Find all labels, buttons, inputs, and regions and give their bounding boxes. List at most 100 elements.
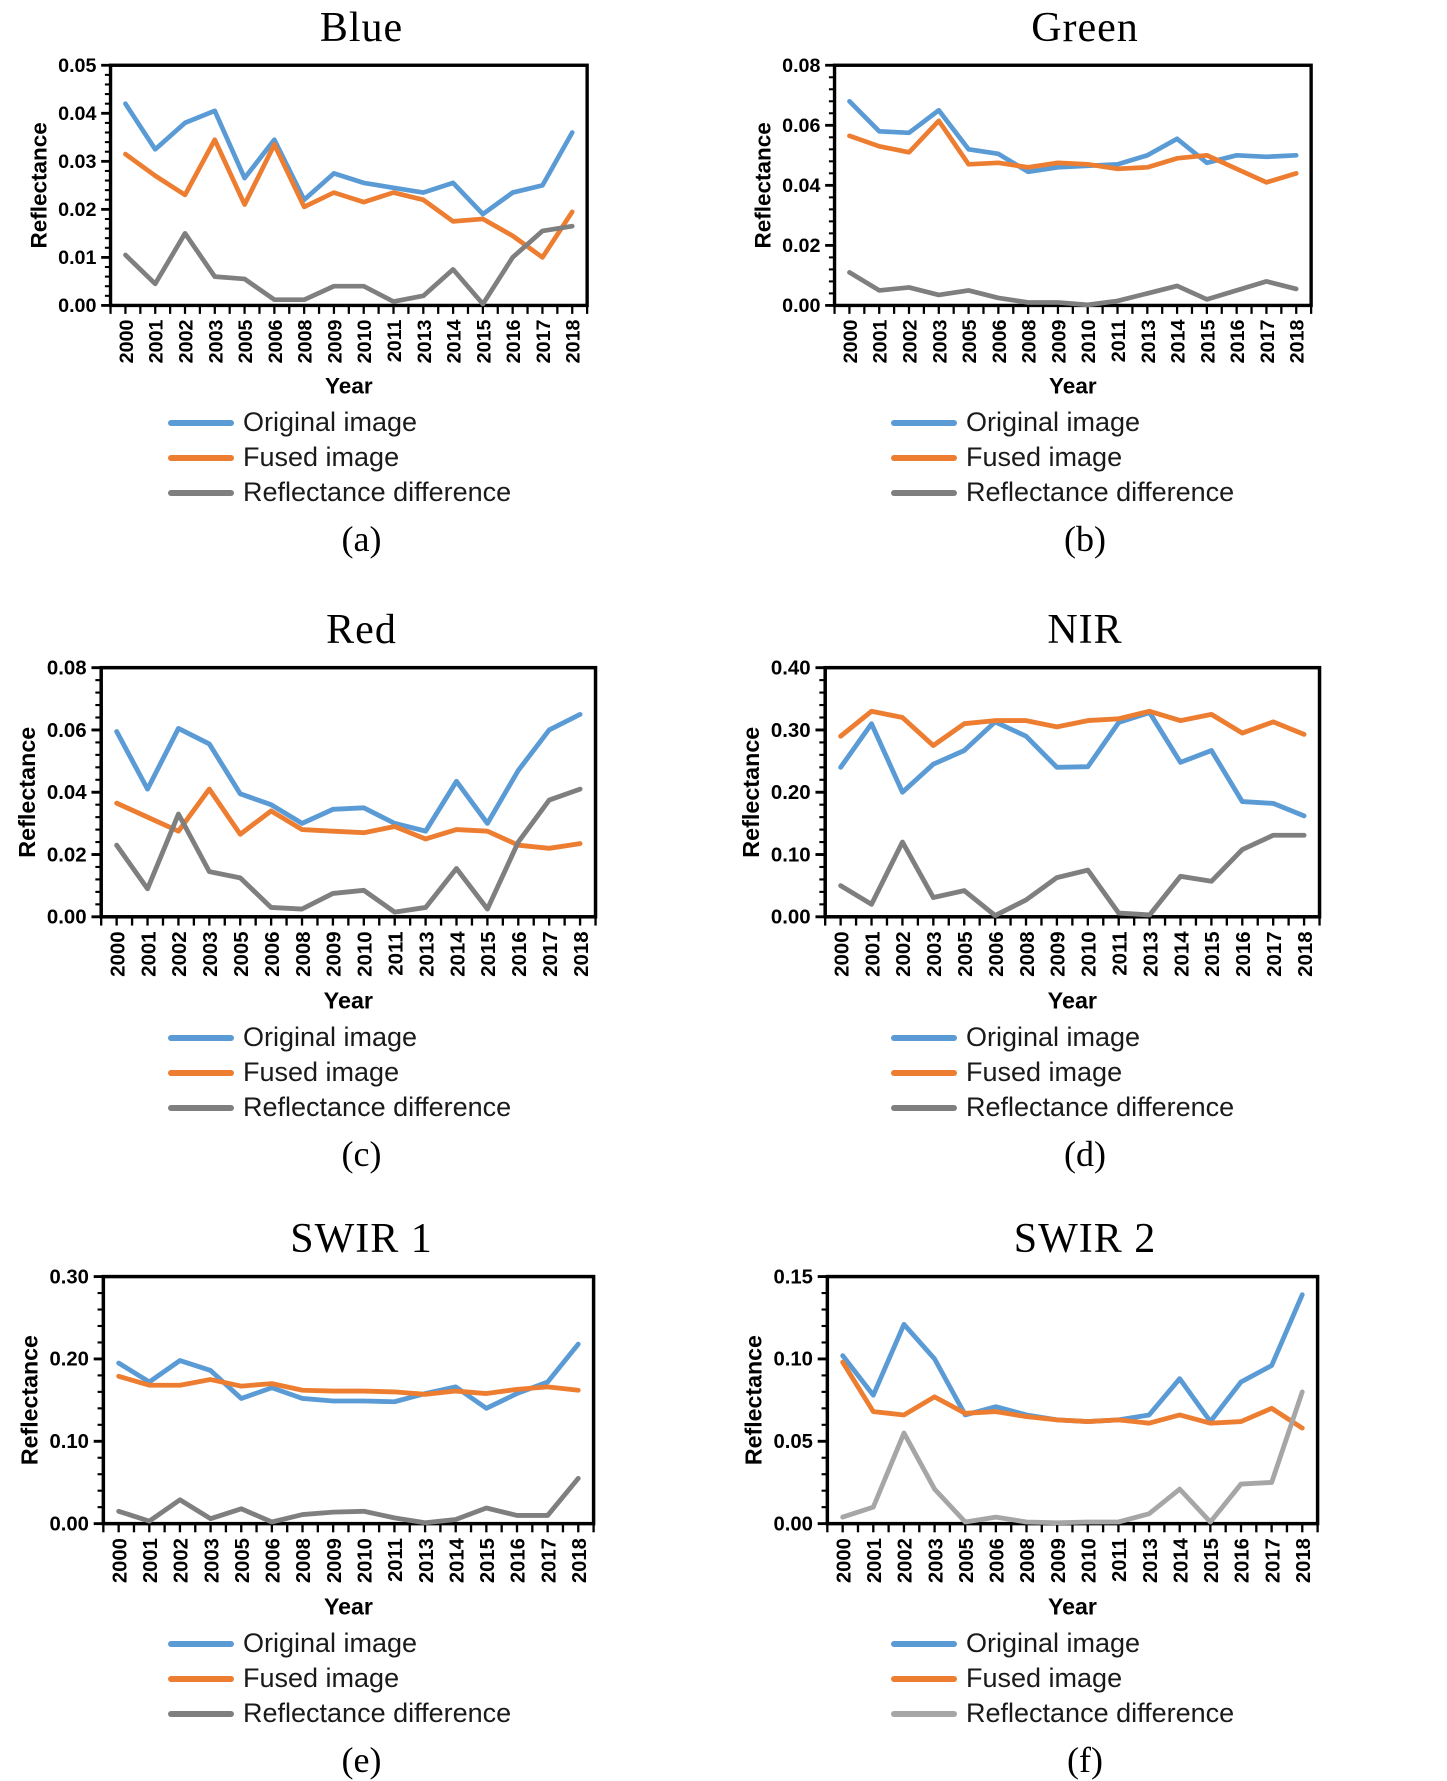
- original-line-swatch: [168, 419, 234, 426]
- x-tick-label: 2017: [1263, 931, 1285, 976]
- y-tick-label: 0.02: [58, 199, 96, 221]
- x-tick-label: 2003: [200, 931, 222, 976]
- original-line-swatch: [168, 1034, 234, 1041]
- legend-item-fused: Fused image: [168, 440, 511, 475]
- panel-green: Green 0.00 0.02 0.04 0.06 0.08 2000 2001 2002 20…: [723, 0, 1447, 560]
- x-tick-label: 2005: [959, 319, 981, 363]
- x-tick-label: 2003: [201, 1538, 223, 1583]
- x-axis-title: Year: [324, 1593, 373, 1619]
- y-tick-label: 0.30: [770, 720, 810, 742]
- difference-line-swatch: [891, 489, 957, 496]
- fused-line-swatch: [891, 1675, 957, 1682]
- y-tick-label: 0.40: [770, 657, 810, 679]
- series-line-original-image: [846, 98, 1299, 175]
- x-tick-label: 2002: [893, 931, 915, 976]
- series-line-fused-image: [837, 708, 1306, 748]
- original-line-swatch: [891, 1034, 957, 1041]
- series-line-original-image: [123, 101, 575, 217]
- fused-line-swatch: [168, 454, 234, 461]
- fused-line-swatch: [168, 1675, 234, 1682]
- y-tick-label: 0.10: [49, 1431, 88, 1453]
- y-tick-label: 0.10: [770, 844, 810, 866]
- y-tick-label: 0.00: [47, 907, 87, 929]
- line-chart-green: 0.00 0.02 0.04 0.06 0.08 2000 2001 2002 2003 2005…: [750, 55, 1313, 399]
- chart-title: Red: [326, 607, 397, 653]
- y-axis-title: Reflectance: [750, 122, 775, 248]
- panel-caption: (c): [341, 1134, 382, 1174]
- y-tick-label: 0.10: [773, 1349, 812, 1371]
- legend-item-fused: Fused image: [891, 440, 1234, 475]
- series-line-reflectance-difference: [839, 1389, 1305, 1526]
- legend-label: Fused image: [966, 1663, 1123, 1693]
- chart-title: SWIR 1: [290, 1216, 433, 1262]
- x-tick-label: 2002: [176, 319, 198, 363]
- x-tick-label: 2013: [416, 1538, 438, 1583]
- legend-item-original: Original image: [891, 405, 1234, 440]
- x-tick-label: 2001: [146, 319, 168, 363]
- line-chart-blue: 0.00 0.01 0.02 0.03 0.04 0.05 2000 2001 2002 2003…: [27, 55, 589, 399]
- y-tick-label: 0.20: [770, 782, 810, 804]
- x-tick-label: 2000: [107, 931, 129, 976]
- x-tick-label: 2013: [1140, 931, 1162, 976]
- legend-item-difference: Reflectance difference: [168, 475, 511, 510]
- original-line-swatch: [891, 419, 957, 426]
- line-chart-nir: 0.00 0.10 0.20 0.30 0.40 2000 2001 2002 2003 2005…: [738, 657, 1321, 1013]
- series-line-fused-image: [123, 137, 575, 260]
- x-tick-label: 2016: [1233, 931, 1255, 976]
- x-tick-label: 2002: [171, 1538, 193, 1583]
- y-tick-label: 0.01: [58, 247, 96, 269]
- legend-item-original: Original image: [891, 1626, 1234, 1661]
- y-tick-label: 0.00: [782, 295, 820, 317]
- y-axis-title: Reflectance: [740, 1335, 766, 1465]
- x-tick-label: 2015: [478, 931, 500, 976]
- legend-label: Fused image: [243, 442, 400, 472]
- x-tick-label: 2015: [477, 1538, 499, 1583]
- series-line-original-image: [837, 710, 1306, 819]
- x-tick-label: 2016: [509, 931, 531, 976]
- x-tick-label: 2015: [1197, 319, 1219, 363]
- series-line-reflectance-difference: [114, 786, 583, 915]
- legend-label: Fused image: [966, 1057, 1123, 1087]
- x-tick-label: 2006: [263, 1538, 285, 1583]
- chart-title: Green: [1031, 5, 1139, 51]
- legend-label: Reflectance difference: [966, 477, 1235, 507]
- x-tick-label: 2013: [1137, 319, 1159, 363]
- x-tick-label: 2010: [1078, 1538, 1100, 1583]
- x-tick-label: 2011: [385, 931, 407, 975]
- x-tick-label: 2015: [1202, 931, 1224, 976]
- x-tick-label: 2018: [1292, 1538, 1314, 1583]
- y-tick-label: 0.04: [47, 782, 87, 804]
- legend-item-fused: Fused image: [891, 1055, 1234, 1090]
- x-tick-label: 2005: [955, 1538, 977, 1583]
- legend-label: Original image: [243, 1022, 418, 1052]
- legend-label: Reflectance difference: [243, 1092, 512, 1122]
- y-tick-label: 0.00: [770, 907, 810, 929]
- x-tick-label: 2018: [1294, 931, 1316, 976]
- x-tick-label: 2011: [385, 1538, 407, 1582]
- legend: Original image Fused image Reflectance d…: [168, 405, 511, 510]
- x-tick-label: 2011: [1109, 1538, 1131, 1582]
- y-axis-title: Reflectance: [27, 122, 52, 248]
- x-tick-label: 2008: [293, 1538, 315, 1583]
- legend-label: Original image: [966, 407, 1141, 437]
- x-tick-label: 2017: [1256, 319, 1278, 363]
- legend-item-original: Original image: [168, 1020, 511, 1055]
- panel-red: Red 0.00 0.02 0.04 0.06 0.08 2000 2001 2002 2003…: [0, 560, 723, 1175]
- legend-label: Fused image: [966, 442, 1123, 472]
- x-tick-label: 2000: [831, 931, 853, 976]
- x-tick-label: 2005: [955, 931, 977, 976]
- difference-line-swatch: [168, 489, 234, 496]
- x-tick-label: 2006: [986, 1538, 1008, 1583]
- y-tick-label: 0.15: [773, 1266, 812, 1288]
- x-tick-label: 2000: [109, 1538, 131, 1583]
- x-tick-label: 2006: [265, 319, 287, 363]
- x-axis-title: Year: [1048, 1593, 1097, 1619]
- fused-line-swatch: [891, 454, 957, 461]
- x-tick-label: 2018: [1286, 319, 1308, 363]
- legend-label: Reflectance difference: [243, 477, 512, 507]
- x-tick-label: 2013: [1139, 1538, 1161, 1583]
- x-tick-label: 2013: [414, 319, 436, 363]
- series-line-reflectance-difference: [123, 223, 575, 307]
- legend-item-fused: Fused image: [168, 1055, 511, 1090]
- line-chart-red: 0.00 0.02 0.04 0.06 0.08 2000 2001 2002 2003 2005…: [14, 657, 598, 1013]
